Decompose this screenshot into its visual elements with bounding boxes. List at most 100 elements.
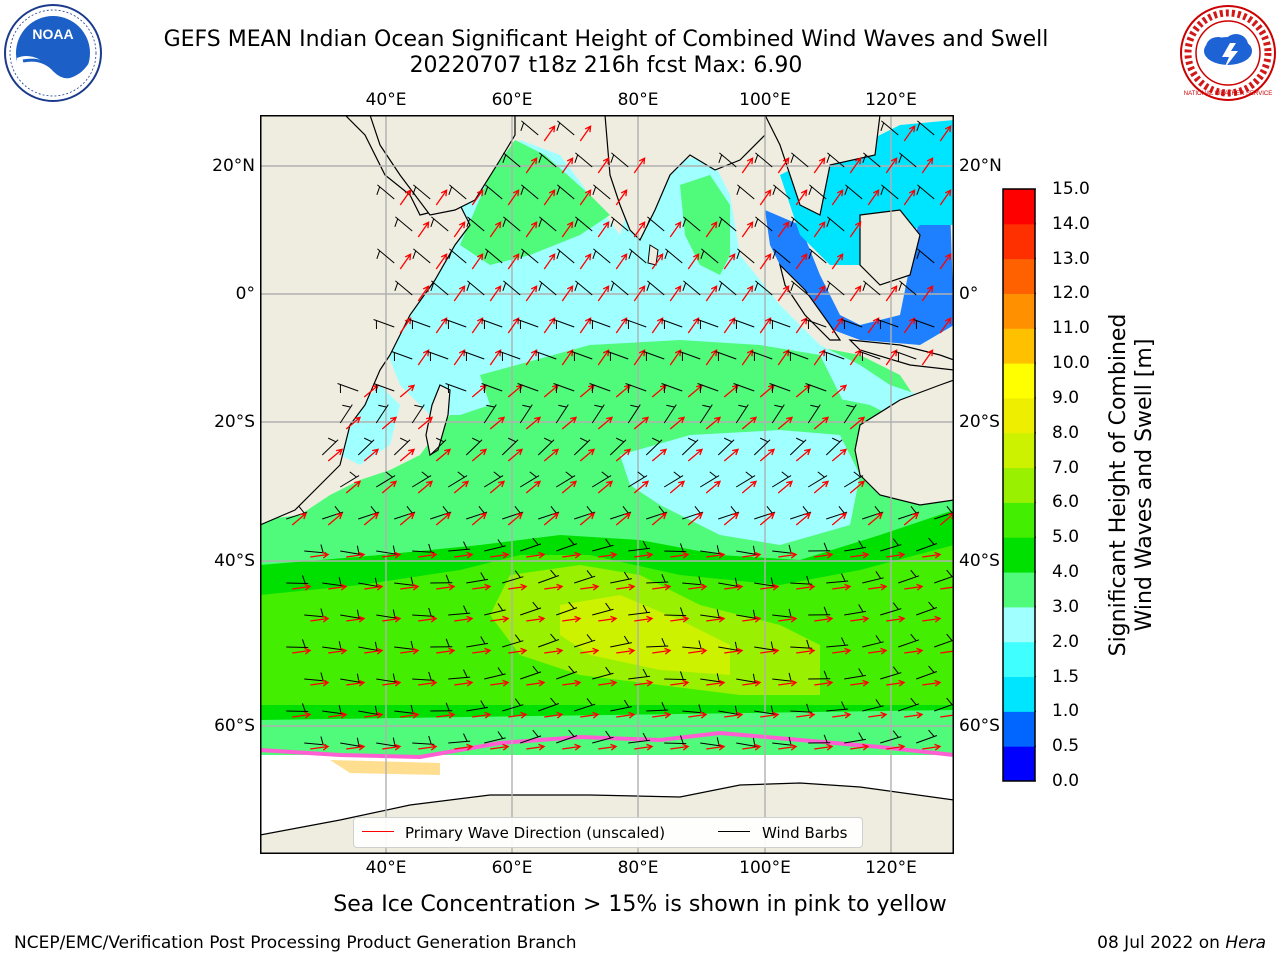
wave-direction-arrow [778,615,798,623]
colorbar-label-line1: Significant Height of Combined [1106,313,1131,657]
wind-barb [898,633,920,648]
wind-barb [843,404,857,424]
national-weather-service-logo: NATIONAL WEATHER SERVICE [1180,5,1276,101]
wind-barb [790,639,813,649]
wind-barb [555,471,576,488]
wave-direction-arrow [904,711,924,719]
wind-barb [661,383,683,394]
wave-direction-arrow [669,416,686,430]
wind-barb [520,665,542,680]
colorbar-step [1003,293,1035,329]
wind-barb [412,184,431,200]
wind-barb [376,184,395,200]
wind-barb [754,216,773,232]
wind-barb [499,351,521,362]
wave-direction-arrow [526,615,546,623]
wind-barb [409,319,431,330]
wind-barb [502,152,521,168]
wave-direction-arrow [850,551,870,559]
wind-barb [826,701,849,712]
wind-barb [736,248,755,264]
wave-direction-arrow [814,615,834,623]
wind-barb [769,383,791,394]
wind-barb [717,437,735,456]
wind-barb [520,120,539,136]
wind-barb [502,506,524,520]
wave-direction-arrow [544,711,564,719]
wave-direction-arrow [525,480,542,494]
wind-barb [628,604,651,616]
wave-direction-arrow [705,416,722,430]
wave-direction-arrow [904,583,924,591]
lat-tick-right-0: 0° [959,284,979,304]
wave-direction-arrow [759,317,772,334]
wind-barb [682,506,704,520]
colorbar-tick-label: 9.0 [1052,387,1080,408]
wave-direction-arrow [669,285,682,302]
wave-direction-arrow [814,743,834,751]
wave-direction-arrow [831,384,848,398]
wave-direction-arrow [597,416,614,430]
wind-barb [538,216,557,232]
wind-barb [483,471,504,488]
colorbar-step [1003,537,1035,573]
wave-direction-arrow [742,679,762,687]
wave-direction-arrow [760,711,780,719]
wave-direction-arrow [418,551,438,559]
lon-tick-top-40e: 40°E [365,90,407,110]
wave-direction-arrow [471,448,488,462]
wave-direction-arrow [346,551,366,559]
wind-barb [556,120,575,136]
wind-barb [844,732,867,744]
wave-direction-legend-label: Primary Wave Direction (unscaled) [405,824,666,842]
wind-barb [646,574,669,584]
wind-barb [574,634,596,648]
wave-direction-arrow [327,448,344,462]
footer-date-text: 08 Jul 2022 on [1097,933,1220,953]
wind-barb [427,351,449,362]
wave-direction-arrow [615,253,628,270]
wind-barb [916,665,938,680]
wave-direction-arrow [453,349,466,366]
wave-direction-arrow [579,448,596,462]
wind-barb [646,280,665,296]
wind-barb [934,569,954,584]
wave-direction-arrow [832,711,852,719]
lat-tick-right-40s: 40°S [959,551,1000,571]
wave-direction-arrow [760,647,780,655]
wave-direction-arrow [453,285,466,302]
wind-barb [772,184,791,200]
wave-direction-arrow [526,743,546,751]
wind-barb [556,248,575,264]
wind-barb [481,383,503,394]
wave-direction-arrow [454,551,474,559]
wind-barb [682,280,701,296]
wave-direction-arrow [363,512,380,526]
wind-barb [790,703,813,713]
footer-host: Hera [1225,933,1266,953]
wind-barb [553,319,575,330]
wave-direction-arrow [759,512,776,526]
wind-barb [625,319,647,330]
wave-direction-arrow [507,189,520,206]
wave-direction-arrow [634,743,654,751]
wind-barb [391,351,413,362]
colorbar-step [1003,606,1035,643]
wind-barb [790,152,809,168]
wave-direction-arrow [885,157,898,174]
wind-barb [679,351,701,362]
wave-direction-arrow [723,317,736,334]
wave-direction-arrow [598,679,618,687]
wind-barb [394,506,416,520]
wind-barb [916,120,935,136]
wind-barb [844,604,867,616]
wave-direction-arrow [490,615,510,623]
wind-barb [538,152,557,168]
wind-barb [520,601,542,616]
wave-direction-arrow [292,711,312,719]
wave-direction-arrow [813,285,826,302]
wind-barb [625,383,647,394]
wave-direction-arrow [364,583,384,591]
wave-direction-arrow [831,448,848,462]
wave-direction-arrow [885,285,898,302]
